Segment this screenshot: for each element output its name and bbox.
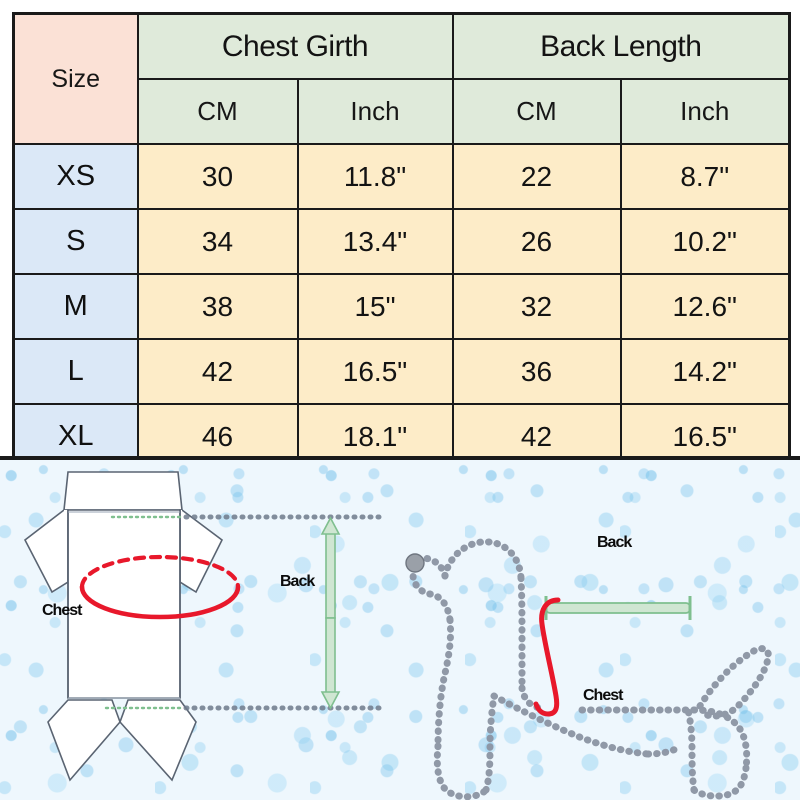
measurement-illustration-section: Chest Back Back Chest [0,460,800,800]
dog-back-label: Back [597,534,632,551]
garment-right-leg [119,699,197,782]
dog-thigh-front [644,744,682,758]
cell-chest-in: 11.8" [296,143,454,210]
garment-left-sleeve [23,509,69,594]
dog-chest-measure-curve [533,597,561,717]
back-arrow-head-down [320,691,341,710]
back-arrow-upper-shaft [325,527,336,619]
garment-back-label: Back [280,573,315,590]
chest-measure-ellipse-top-dashed [79,554,241,590]
cell-back-in: 8.7" [619,143,791,210]
garment-left-leg [47,699,121,782]
cell-chest-cm: 34 [136,208,299,275]
dog-front-neck-chest [434,616,454,750]
cell-size: XS [12,143,139,210]
cell-chest-cm: 30 [136,143,299,210]
dog-neck-back [517,574,526,692]
back-measure-double-arrow [320,516,341,710]
dog-muzzle-chin [409,564,454,624]
cell-back-in: 14.2" [619,338,791,405]
header-back-length: Back Length [451,12,791,80]
dog-diagram [405,538,772,800]
cell-back-in: 10.2" [619,208,791,275]
table-row: L 42 16.5" 36 14.2" [12,338,791,405]
cell-back-cm: 26 [451,208,622,275]
garment-diagram [23,471,385,782]
back-arrow-head-up [320,516,341,535]
dog-chest-label: Chest [583,687,623,704]
cell-chest-in: 13.4" [296,208,454,275]
cell-chest-cm: 38 [136,273,299,340]
section-divider [0,456,800,460]
cell-size: L [12,338,139,405]
cell-size: M [12,273,139,340]
cell-back-cm: 32 [451,273,622,340]
dog-back-bar [545,602,691,614]
dog-front-leg-right [482,692,498,794]
cell-back-cm: 36 [451,338,622,405]
table-body: XS 30 11.8" 22 8.7" S 34 13.4" 26 10.2" … [12,143,791,471]
header-chest-cm: CM [136,78,299,145]
cell-size: S [12,208,139,275]
dog-back-measure-line [544,596,692,620]
dog-hind-leg-left [684,706,698,794]
header-size: Size [12,12,139,145]
dog-tail-loop [696,645,772,720]
cell-chest-cm: 42 [136,338,299,405]
table-row: XS 30 11.8" 22 8.7" [12,143,791,210]
header-row-groups: Size Chest Girth Back Length [12,12,791,145]
cell-chest-in: 15" [296,273,454,340]
dog-outline-beaded [409,538,772,800]
dog-belly-to-thigh [490,692,652,758]
dog-forehead-to-nose [418,554,449,580]
cell-back-cm: 22 [451,143,622,210]
garment-collar [63,471,183,511]
dog-front-leg-left [433,742,490,800]
dog-nose-icon [405,553,425,573]
garment-right-sleeve [179,509,224,594]
cell-back-in: 12.6" [619,273,791,340]
illustration-svg [23,471,772,800]
table-row: S 34 13.4" 26 10.2" [12,208,791,275]
header-back-cm: CM [451,78,622,145]
back-arrow-lower-shaft [325,617,336,699]
chest-measure-ellipse-bottom-solid [79,584,241,620]
size-chart-table: Size Chest Girth Back Length CM Inch CM … [12,12,792,471]
header-chest-girth: Chest Girth [136,12,454,80]
cell-chest-in: 16.5" [296,338,454,405]
header-back-inch: Inch [619,78,791,145]
table-row: M 38 15" 32 12.6" [12,273,791,340]
table-head: Size Chest Girth Back Length CM Inch CM … [12,12,791,145]
garment-body-fill [69,511,179,697]
dog-hind-paw-right [690,764,750,800]
dog-rump [690,706,751,772]
header-chest-inch: Inch [296,78,454,145]
size-chart-table-section: Size Chest Girth Back Length CM Inch CM … [12,12,792,471]
header-row-units: CM Inch CM Inch [14,78,791,145]
dog-head-top [441,538,525,582]
garment-chest-label: Chest [42,602,82,619]
